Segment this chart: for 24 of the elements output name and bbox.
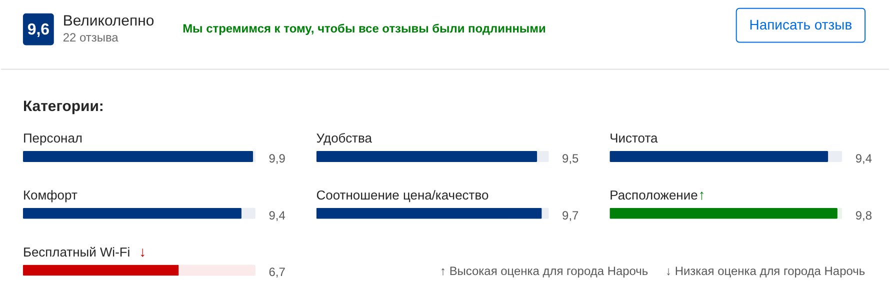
category-label: Расположение [610,187,698,202]
text: Великолепно [62,12,154,30]
data-label: 9,9 [268,151,286,166]
annotation: ↑ [698,186,706,202]
text: ↓ Низкая оценка для города Нарочь [666,264,866,278]
data-label: 9,8 [855,208,872,222]
annotation: ↓ [139,243,146,260]
category-label: Персонал [22,130,82,146]
data-label: 9,5 [562,151,580,166]
category-label: Чистота [610,130,658,146]
chart-title: Категории: [22,98,104,116]
category-label: Соотношение цена/качество [316,187,489,202]
text: 22 отзыва [62,30,119,44]
data-label: 9,4 [268,208,286,222]
data-label: 9,4 [855,151,872,166]
text: 9,6 [27,21,50,38]
text: Мы стремимся к тому, чтобы все отзывы были подлинными [182,21,546,36]
category-label: Бесплатный Wi-Fi [22,244,130,260]
category-label: Комфорт [22,187,78,202]
data-label: 9,7 [562,208,580,222]
data-label: 6,7 [268,265,286,280]
category-label: Удобства [316,130,372,146]
text: ↑ Высокая оценка для города Нарочь [440,264,648,278]
text: Написать отзыв [749,16,852,32]
